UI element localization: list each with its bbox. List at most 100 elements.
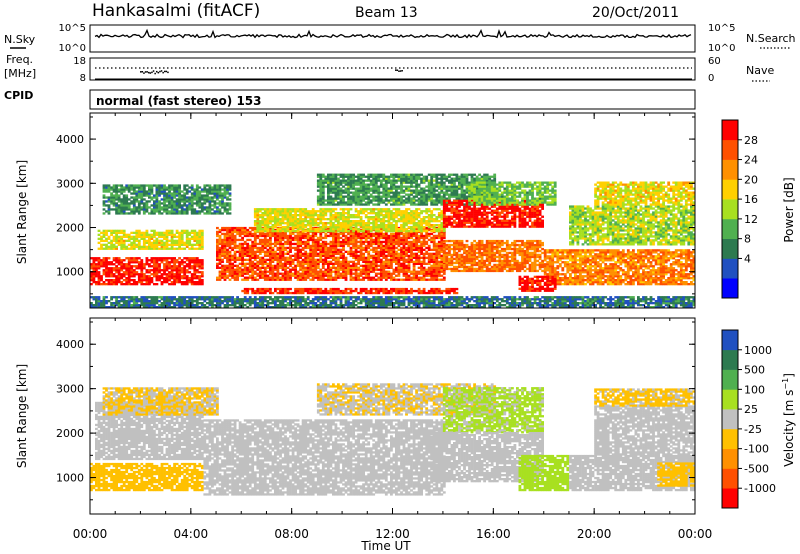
heatmap-cell bbox=[97, 241, 101, 244]
heatmap-cell bbox=[357, 232, 360, 236]
heatmap-cell bbox=[127, 202, 131, 205]
heatmap-cell bbox=[294, 256, 297, 259]
heatmap-cell bbox=[417, 262, 421, 265]
heatmap-cell bbox=[168, 261, 171, 264]
heatmap-cell bbox=[258, 240, 262, 244]
heatmap-cell bbox=[127, 263, 131, 266]
heatmap-cell bbox=[132, 196, 136, 199]
heatmap-cell bbox=[384, 228, 388, 231]
heatmap-cell bbox=[437, 201, 441, 204]
heatmap-cell bbox=[367, 236, 371, 240]
heatmap-cell bbox=[193, 259, 197, 262]
heatmap-cell bbox=[284, 212, 287, 215]
heatmap-cell bbox=[311, 272, 315, 275]
heatmap-cell bbox=[364, 185, 368, 188]
heatmap-cell bbox=[248, 232, 252, 236]
heatmap-cell bbox=[306, 258, 310, 261]
heatmap-cell bbox=[445, 175, 449, 178]
heatmap-cell bbox=[435, 189, 439, 192]
heatmap-cell bbox=[321, 199, 325, 202]
heatmap-cell bbox=[430, 199, 434, 202]
heatmap-cell bbox=[339, 274, 343, 277]
heatmap-cell bbox=[420, 195, 423, 198]
heatmap-cell bbox=[178, 237, 181, 240]
heatmap-cell bbox=[407, 187, 411, 190]
heatmap-cell bbox=[407, 195, 411, 198]
heatmap-cell bbox=[425, 179, 429, 182]
heatmap-cell bbox=[97, 283, 101, 286]
heatmap-cell bbox=[364, 250, 368, 253]
heatmap-cell bbox=[115, 247, 118, 250]
heatmap-cell bbox=[382, 210, 386, 213]
heatmap-cell bbox=[183, 247, 187, 250]
heatmap-cell bbox=[440, 260, 444, 263]
heatmap-cell bbox=[150, 281, 154, 284]
heatmap-cell bbox=[289, 224, 292, 227]
heatmap-cell bbox=[155, 237, 159, 240]
heatmap-cell bbox=[357, 187, 360, 190]
heatmap-cell bbox=[200, 279, 204, 282]
heatmap-cell bbox=[188, 231, 192, 234]
heatmap-cell bbox=[135, 281, 139, 284]
heatmap-cell bbox=[206, 188, 209, 191]
heatmap-cell bbox=[160, 212, 164, 215]
heatmap-cell bbox=[294, 236, 297, 240]
heatmap-cell bbox=[384, 250, 388, 253]
heatmap-cell bbox=[324, 250, 328, 253]
heatmap-cell bbox=[319, 220, 323, 223]
heatmap-cell bbox=[251, 260, 255, 263]
heatmap-cell bbox=[97, 265, 101, 268]
heatmap-cell bbox=[269, 266, 272, 269]
heatmap-cell bbox=[400, 264, 403, 267]
heatmap-cell bbox=[314, 244, 318, 248]
heatmap-cell bbox=[420, 252, 423, 255]
heatmap-cell bbox=[357, 216, 360, 219]
heatmap-cell bbox=[170, 261, 174, 264]
heatmap-cell bbox=[145, 245, 149, 248]
heatmap-cell bbox=[357, 193, 360, 196]
heatmap-cell bbox=[402, 185, 406, 188]
heatmap-cell bbox=[135, 259, 139, 262]
heatmap-cell bbox=[92, 261, 96, 264]
heatmap-cell bbox=[415, 226, 418, 229]
heatmap-cell bbox=[319, 195, 323, 198]
heatmap-cell bbox=[206, 206, 209, 209]
heatmap-cell bbox=[142, 190, 146, 193]
heatmap-cell bbox=[150, 233, 154, 236]
heatmap-cell bbox=[392, 228, 396, 231]
heatmap-cell bbox=[193, 194, 197, 197]
heatmap-cell bbox=[132, 206, 136, 209]
heatmap-cell bbox=[289, 238, 292, 242]
heatmap-cell bbox=[397, 262, 401, 265]
heatmap-cell bbox=[233, 274, 237, 277]
heatmap-cell bbox=[193, 263, 197, 266]
heatmap-cell bbox=[377, 185, 381, 188]
heatmap-cell bbox=[319, 175, 323, 178]
heatmap-cell bbox=[422, 254, 426, 257]
heatmap-cell bbox=[319, 228, 323, 231]
heatmap-cell bbox=[110, 243, 113, 246]
heatmap-cell bbox=[349, 254, 353, 257]
heatmap-cell bbox=[105, 257, 108, 260]
heatmap-cell bbox=[387, 270, 391, 273]
heatmap-cell bbox=[390, 232, 393, 236]
heatmap-cell bbox=[415, 260, 418, 263]
heatmap-cell bbox=[354, 189, 358, 192]
heatmap-cell bbox=[175, 279, 179, 282]
heatmap-cell bbox=[392, 226, 396, 229]
heatmap-cell bbox=[334, 268, 338, 271]
heatmap-cell bbox=[304, 250, 308, 253]
heatmap-cell bbox=[349, 187, 353, 190]
heatmap-cell bbox=[173, 263, 176, 266]
heatmap-cell bbox=[327, 278, 330, 281]
heatmap-cell bbox=[344, 238, 348, 242]
heatmap-cell bbox=[422, 222, 426, 225]
heatmap-cell bbox=[256, 250, 260, 253]
heatmap-cell bbox=[198, 245, 202, 248]
heatmap-cell bbox=[412, 189, 416, 192]
heatmap-cell bbox=[344, 262, 348, 265]
heatmap-cell bbox=[291, 260, 295, 263]
heatmap-cell bbox=[309, 262, 313, 265]
heatmap-cell bbox=[175, 241, 179, 244]
heatmap-cell bbox=[410, 212, 413, 215]
